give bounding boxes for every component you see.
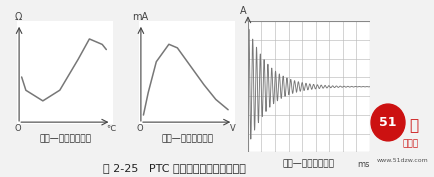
Text: 电流—时间特性曲线: 电流—时间特性曲线 [282, 159, 334, 168]
Text: ℃: ℃ [105, 124, 115, 133]
Circle shape [370, 104, 404, 141]
Text: 51: 51 [378, 116, 396, 129]
Text: 电阻—温度特性曲线: 电阻—温度特性曲线 [39, 135, 91, 144]
Text: A: A [239, 6, 246, 16]
Text: 电子网: 电子网 [401, 139, 418, 148]
Text: V: V [229, 124, 235, 133]
Text: Ω: Ω [14, 12, 22, 22]
Text: 电压—电流特性曲线: 电压—电流特性曲线 [161, 135, 213, 144]
Text: www.51dzw.com: www.51dzw.com [376, 158, 427, 163]
Text: 图 2-25   PTC 热敏电阻器三大特性曲线: 图 2-25 PTC 热敏电阻器三大特性曲线 [102, 164, 245, 173]
Text: mA: mA [132, 12, 148, 22]
Text: ms: ms [356, 160, 369, 169]
Text: O: O [136, 124, 143, 133]
Text: O: O [15, 124, 22, 133]
Text: 人: 人 [409, 118, 418, 133]
